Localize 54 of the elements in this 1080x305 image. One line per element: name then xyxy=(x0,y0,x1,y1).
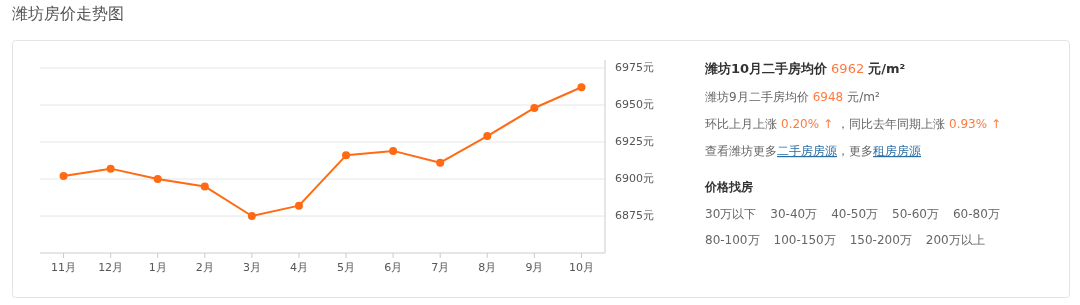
text: ，同比去年同期上涨 xyxy=(837,117,945,131)
text: 价格找房 xyxy=(704,180,753,194)
text: 查看潍坊更多 xyxy=(705,144,777,158)
text: 潍坊9月二手房均价 xyxy=(705,90,809,104)
point xyxy=(483,132,492,141)
x-tick-label: 12月 xyxy=(98,261,124,274)
point xyxy=(294,201,303,210)
text: 0.20% ↑ xyxy=(781,117,833,131)
x-tick-label: 4月 xyxy=(289,261,308,274)
text: 30万以下 xyxy=(705,207,757,221)
x-tick-label: 11月 xyxy=(51,261,77,274)
point xyxy=(342,151,351,160)
text: 潍坊10月二手房均价 xyxy=(704,61,829,76)
x-tick-label: 6月 xyxy=(384,261,403,274)
text: 30-40万 xyxy=(770,207,818,221)
y-tick-label: 6925元 xyxy=(615,135,654,148)
y-tick-label: 6975元 xyxy=(615,61,654,74)
text: 二手房房源 xyxy=(777,144,837,158)
x-tick-label: 9月 xyxy=(525,261,544,274)
text: 元/m² xyxy=(847,90,880,104)
y-tick-label: 6950元 xyxy=(615,98,654,111)
x-tick-label: 3月 xyxy=(242,261,261,274)
x-tick-label: 8月 xyxy=(478,261,497,274)
text: 租房房源 xyxy=(873,144,921,158)
text: ，更多 xyxy=(837,144,873,158)
point xyxy=(247,212,256,220)
text: 0.93% ↑ xyxy=(949,117,1001,131)
text: 80-100万 xyxy=(705,233,760,247)
point xyxy=(389,146,398,155)
text: 6962 xyxy=(831,61,865,76)
text: 6948 xyxy=(812,90,844,104)
point xyxy=(106,164,115,173)
point xyxy=(153,175,162,183)
text: 环比上月上涨 xyxy=(705,117,777,131)
text: 200万以上 xyxy=(925,233,985,247)
y-tick-label: 6875元 xyxy=(615,209,654,222)
x-tick-label: 7月 xyxy=(431,261,450,274)
point xyxy=(59,172,68,181)
text: 50-60万 xyxy=(892,207,939,221)
x-tick-label: 2月 xyxy=(195,261,214,274)
y-tick-label: 6900元 xyxy=(615,172,654,185)
point xyxy=(577,83,586,92)
x-tick-label: 10月 xyxy=(568,261,594,274)
text: 100-150万 xyxy=(773,233,836,247)
text: 60-80万 xyxy=(952,207,1000,221)
point xyxy=(436,158,445,167)
text: 40-50万 xyxy=(831,207,879,221)
point xyxy=(530,103,539,112)
x-tick-label: 5月 xyxy=(337,261,356,274)
x-tick-label: 1月 xyxy=(148,261,167,274)
point xyxy=(200,182,209,191)
text: 150-200万 xyxy=(849,233,912,247)
chart-title: 潍坊房价走势图 xyxy=(12,4,124,23)
text: 元/m² xyxy=(867,61,906,76)
